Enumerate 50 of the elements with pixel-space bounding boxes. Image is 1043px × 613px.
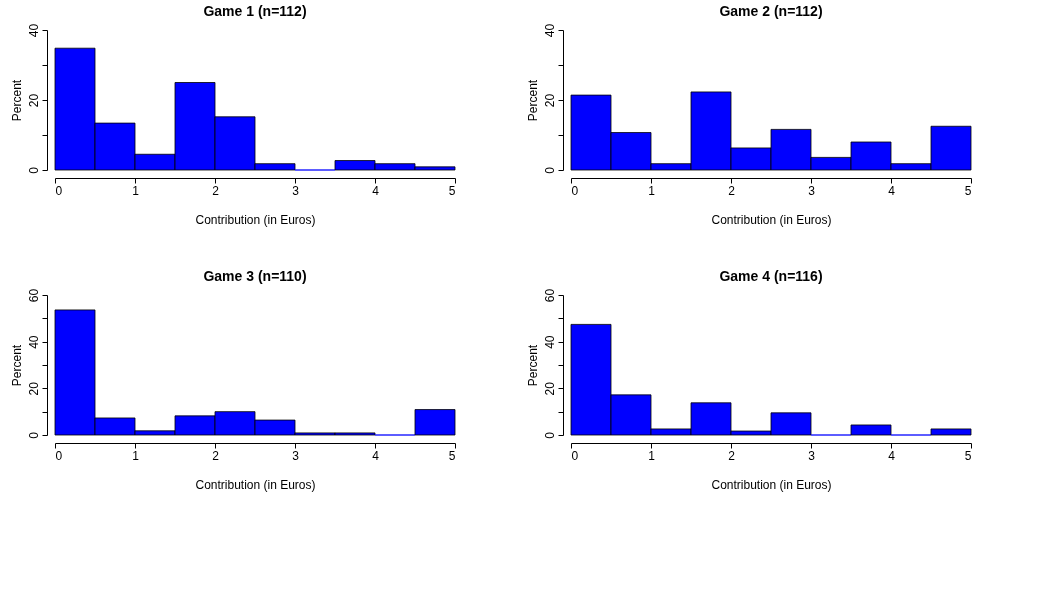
x-tick-label: 1 — [132, 183, 140, 198]
x-tick-label: 4 — [372, 448, 380, 463]
chart-title: Game 2 (n=112) — [719, 3, 823, 20]
x-tick-label: 2 — [212, 183, 220, 198]
x-tick-label: 0 — [55, 183, 63, 198]
y-tick-label: 20 — [542, 93, 557, 108]
x-tick-label: 5 — [448, 448, 456, 463]
x-tick-label: 3 — [808, 183, 816, 198]
x-tick-label: 5 — [964, 448, 972, 463]
chart-title: Game 1 (n=112) — [203, 3, 307, 20]
x-tick-label: 0 — [571, 183, 579, 198]
x-tick-label: 1 — [132, 448, 140, 463]
y-tick-label: 60 — [26, 288, 41, 303]
y-axis-title: Percent — [9, 79, 24, 122]
chart-title: Game 3 (n=110) — [203, 268, 307, 285]
y-tick-label: 0 — [26, 166, 41, 174]
x-tick-label: 3 — [292, 448, 300, 463]
x-axis-title: Contribution (in Euros) — [195, 212, 316, 227]
y-tick-label: 40 — [542, 23, 557, 38]
x-tick-label: 4 — [888, 448, 896, 463]
x-tick-label: 2 — [728, 448, 736, 463]
x-tick-label: 0 — [571, 448, 579, 463]
y-tick-label: 20 — [26, 381, 41, 396]
y-tick-label: 0 — [542, 431, 557, 439]
y-tick-label: 20 — [26, 93, 41, 108]
y-tick-label: 0 — [542, 166, 557, 174]
x-axis-title: Contribution (in Euros) — [195, 477, 316, 492]
y-tick-label: 40 — [26, 23, 41, 38]
y-axis-title: Percent — [525, 79, 540, 122]
x-tick-label: 4 — [372, 183, 380, 198]
y-axis-title: Percent — [525, 344, 540, 387]
x-tick-label: 4 — [888, 183, 896, 198]
x-tick-label: 0 — [55, 448, 63, 463]
x-axis-title: Contribution (in Euros) — [711, 212, 832, 227]
x-tick-label: 5 — [448, 183, 456, 198]
x-tick-label: 3 — [808, 448, 816, 463]
x-tick-label: 1 — [648, 183, 656, 198]
chart-title: Game 4 (n=116) — [719, 268, 823, 285]
y-tick-label: 40 — [542, 335, 557, 349]
y-tick-label: 0 — [26, 431, 41, 439]
y-axis-title: Percent — [9, 344, 24, 387]
x-tick-label: 2 — [212, 448, 220, 463]
x-tick-label: 2 — [728, 183, 736, 198]
y-tick-label: 40 — [26, 335, 41, 349]
x-tick-label: 3 — [292, 183, 300, 198]
y-tick-label: 20 — [542, 381, 557, 396]
x-tick-label: 5 — [964, 183, 972, 198]
y-tick-label: 60 — [542, 288, 557, 303]
x-axis-title: Contribution (in Euros) — [711, 477, 832, 492]
x-tick-label: 1 — [648, 448, 656, 463]
